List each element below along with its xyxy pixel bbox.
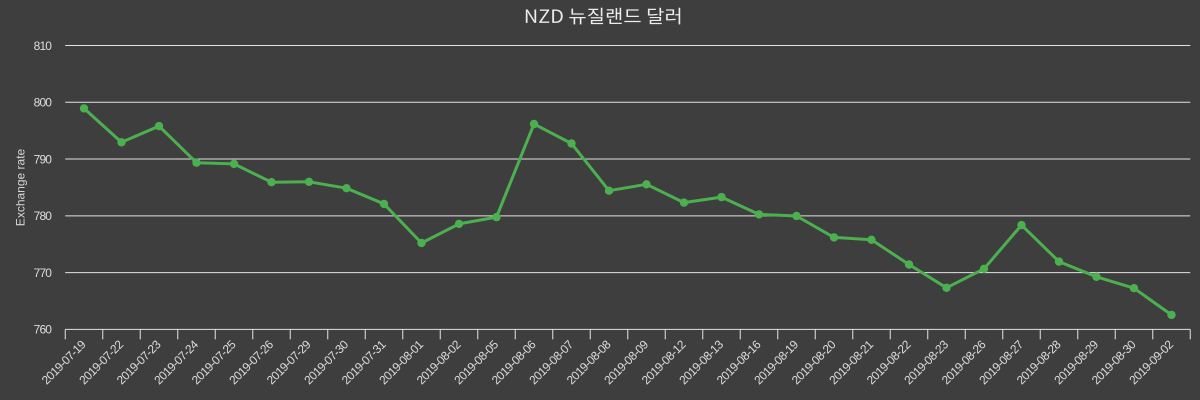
svg-text:810: 810 (34, 39, 53, 53)
svg-text:760: 760 (34, 323, 53, 337)
svg-text:790: 790 (34, 152, 53, 166)
svg-text:800: 800 (34, 96, 53, 110)
svg-text:780: 780 (34, 209, 53, 223)
svg-text:Exchange rate: Exchange rate (14, 148, 28, 226)
svg-text:770: 770 (34, 266, 53, 280)
